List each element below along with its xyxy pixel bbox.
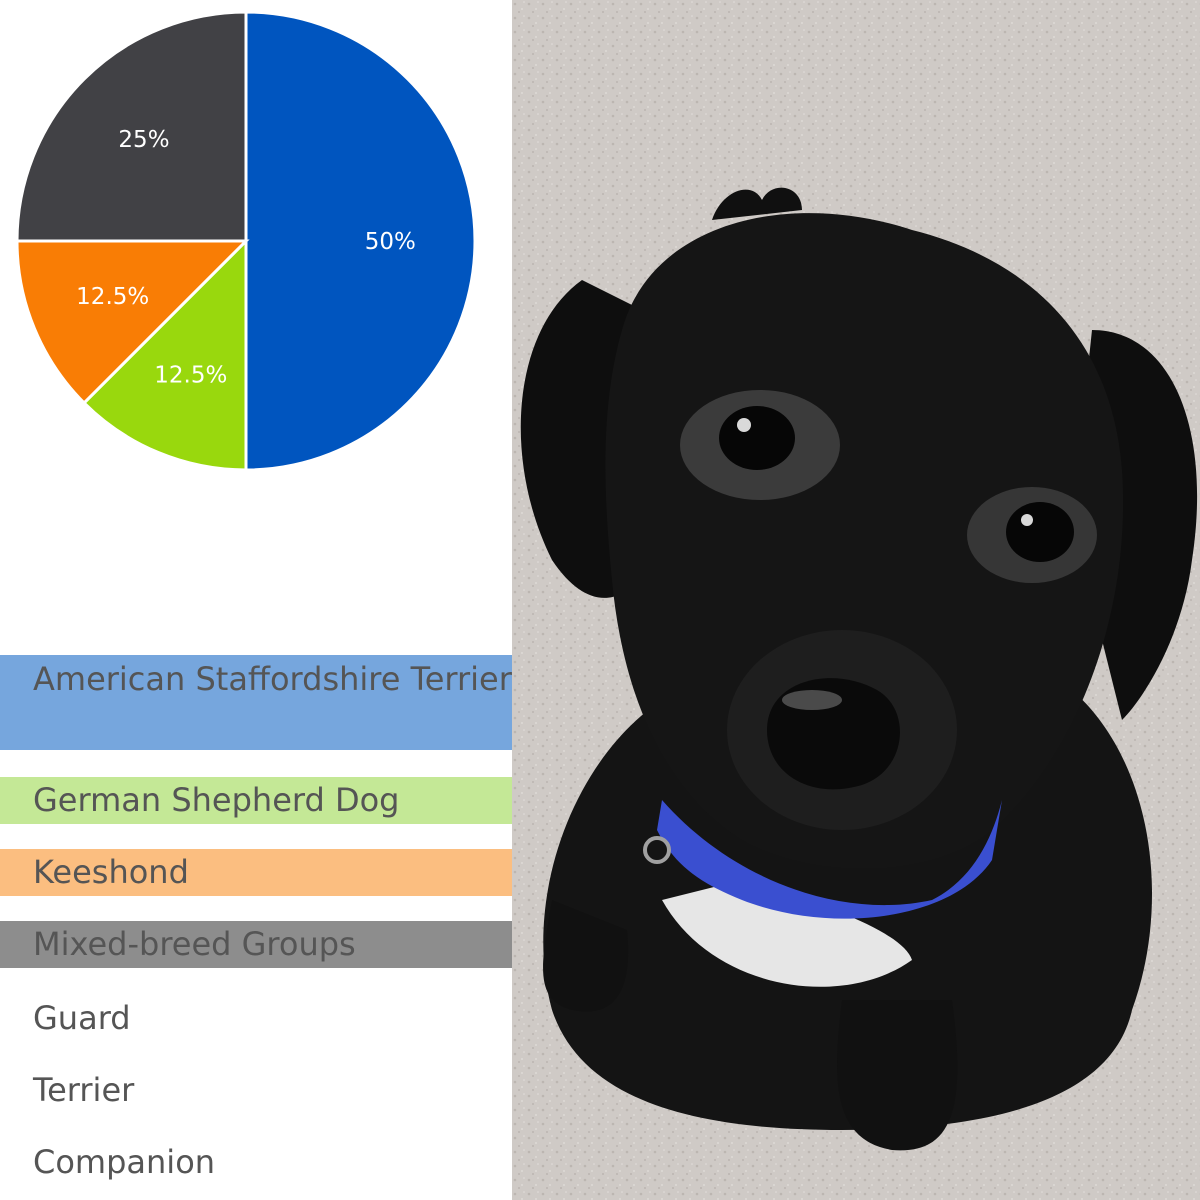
collar bbox=[657, 800, 1002, 919]
pie-slice-0 bbox=[244, 10, 477, 472]
white-chest bbox=[662, 880, 912, 987]
legend-item-keeshond: Keeshond bbox=[0, 849, 512, 896]
pie-slice-3 bbox=[15, 10, 248, 243]
legend-label: Mixed-breed Groups bbox=[33, 925, 356, 963]
legend-item-mixed-breed-groups: Mixed-breed Groups bbox=[0, 921, 512, 968]
right-eye-highlight bbox=[1021, 514, 1033, 526]
left-eye bbox=[719, 406, 795, 470]
pie-slice-label-1: 12.5% bbox=[154, 362, 227, 388]
pie-slice-label-3: 25% bbox=[118, 127, 169, 153]
right-paw bbox=[837, 1000, 958, 1151]
left-paw bbox=[543, 900, 629, 1012]
collar-tag bbox=[643, 836, 671, 864]
pie-slice-label-2: 12.5% bbox=[76, 284, 149, 310]
puppy-illustration bbox=[512, 0, 1200, 1200]
legend-label: Keeshond bbox=[33, 853, 189, 891]
group-item-companion: Companion bbox=[33, 1143, 216, 1181]
right-eye bbox=[1006, 502, 1074, 562]
pie-slice-1 bbox=[81, 237, 248, 472]
breed-chart-panel: 50% 12.5% 12.5% 25% American Staffordshire … bbox=[0, 0, 512, 1200]
legend-label: German Shepherd Dog bbox=[33, 781, 400, 819]
legend-label: American Staffordshire Terrier bbox=[33, 660, 512, 698]
nose-highlight bbox=[782, 690, 842, 710]
breed-pie-chart: 50% 12.5% 12.5% 25% bbox=[15, 10, 477, 472]
group-item-terrier: Terrier bbox=[33, 1071, 135, 1109]
legend-item-german-shepherd-dog: German Shepherd Dog bbox=[0, 777, 512, 824]
head-tuft bbox=[712, 187, 802, 220]
legend-item-american-staffordshire-terrier: American Staffordshire Terrier bbox=[0, 655, 512, 750]
left-eye-highlight bbox=[737, 418, 751, 432]
puppy-photo bbox=[512, 0, 1200, 1200]
pie-slice-label-0: 50% bbox=[365, 229, 416, 255]
group-item-guard: Guard bbox=[33, 999, 131, 1037]
pie-slice-2 bbox=[15, 239, 250, 406]
